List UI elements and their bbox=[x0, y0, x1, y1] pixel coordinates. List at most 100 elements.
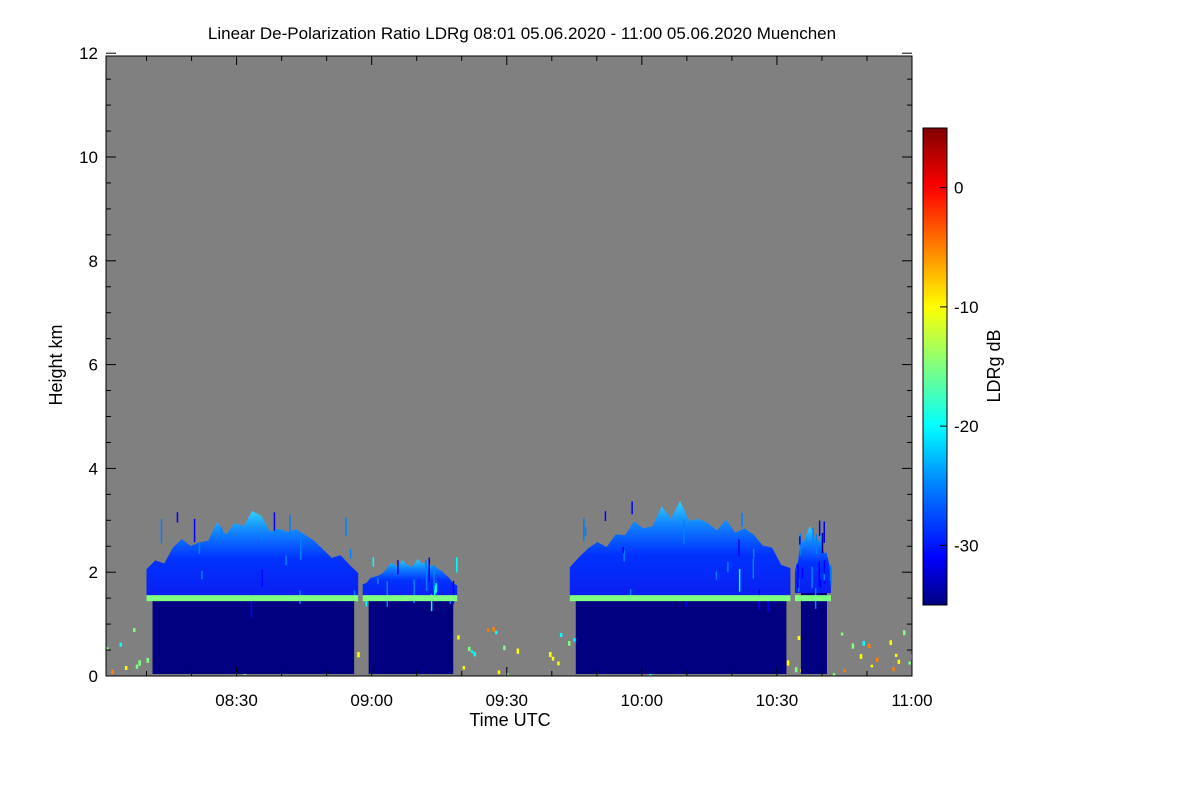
cloud-streak bbox=[456, 557, 458, 573]
boundary-layer-pixel bbox=[495, 630, 498, 635]
plot-frame bbox=[105, 55, 913, 677]
colorbar-tick-label: 0 bbox=[954, 179, 963, 198]
y-tick-label: 0 bbox=[89, 667, 98, 686]
y-tick-label: 12 bbox=[79, 44, 98, 63]
cloud-streak bbox=[261, 569, 264, 587]
cloud-streak bbox=[629, 589, 632, 599]
cloud-streak bbox=[372, 557, 375, 567]
cloud-streak bbox=[250, 594, 253, 618]
boundary-layer-pixel bbox=[468, 646, 471, 652]
cloud-streak bbox=[685, 595, 687, 608]
y-axis: 0 2 4 6 8 10 12 bbox=[79, 44, 912, 686]
boundary-layer-pixel bbox=[133, 628, 136, 632]
radar-data-layer bbox=[106, 501, 912, 676]
boundary-layer-pixel bbox=[897, 659, 901, 664]
cloud-streak bbox=[583, 517, 585, 542]
cloud-streak bbox=[425, 565, 428, 591]
boundary-layer-pixel bbox=[851, 643, 855, 649]
cloud-streak bbox=[631, 501, 633, 515]
boundary-layer-pixel bbox=[138, 660, 141, 666]
cloud-streak bbox=[584, 526, 587, 537]
x-tick-label: 10:30 bbox=[756, 691, 799, 710]
cloud-streak bbox=[386, 581, 389, 608]
cloud-streak bbox=[823, 559, 826, 584]
cloud-streak bbox=[741, 512, 743, 527]
cloud-streak bbox=[623, 550, 625, 562]
cloud-streak bbox=[397, 560, 399, 575]
boundary-layer-pixel bbox=[124, 666, 128, 670]
cloud-event bbox=[362, 557, 458, 674]
boundary-layer-pixel bbox=[559, 632, 563, 637]
cloud-streak bbox=[727, 561, 729, 573]
precipitation-column bbox=[800, 592, 827, 674]
cloud-streak bbox=[261, 531, 263, 541]
boundary-layer-pixel bbox=[859, 654, 863, 659]
colorbar bbox=[922, 127, 948, 606]
boundary-layer-pixel bbox=[875, 657, 879, 662]
boundary-layer-pixel bbox=[567, 641, 571, 646]
cloud-streak bbox=[622, 547, 624, 554]
x-tick-label: 09:30 bbox=[485, 691, 528, 710]
colorbar-axis: 0 -10 -20 -30 bbox=[940, 179, 979, 555]
cloud-body bbox=[794, 526, 831, 593]
boundary-layer-pixel bbox=[894, 653, 898, 657]
cloud-streak bbox=[812, 527, 814, 544]
chart-title: Linear De-Polarization Ratio LDRg 08:01 … bbox=[208, 24, 836, 43]
boundary-layer-pixel bbox=[503, 645, 506, 651]
cloud-streak bbox=[432, 565, 435, 575]
cloud-streak bbox=[752, 548, 755, 558]
boundary-layer-pixel bbox=[106, 647, 109, 651]
boundary-layer-pixel bbox=[470, 650, 474, 653]
colorbar-tick-label: -20 bbox=[954, 417, 979, 436]
boundary-layer-pixel bbox=[797, 635, 801, 641]
cloud-streak bbox=[818, 520, 821, 537]
boundary-layer-pixel bbox=[119, 642, 123, 647]
cloud-streak bbox=[818, 561, 820, 587]
melting-layer-band bbox=[569, 595, 791, 602]
boundary-layer-pixel bbox=[889, 640, 892, 646]
cloud-streak bbox=[198, 542, 201, 554]
cloud-streak bbox=[799, 536, 801, 545]
cloud-streak bbox=[433, 567, 435, 590]
y-tick-label: 2 bbox=[89, 563, 98, 582]
cloud-body bbox=[146, 511, 359, 599]
boundary-layer-pixel bbox=[840, 632, 844, 636]
y-tick-label: 10 bbox=[79, 148, 98, 167]
boundary-layer-pixel bbox=[497, 670, 501, 675]
cloud-streak bbox=[413, 579, 415, 604]
boundary-layer-pixel bbox=[573, 638, 576, 642]
colorbar-tick-label: -30 bbox=[954, 536, 979, 555]
cloud-streak bbox=[377, 577, 379, 585]
boundary-layer-pixel bbox=[908, 661, 911, 665]
cloud-streak bbox=[160, 518, 163, 544]
cloud-streak bbox=[752, 558, 755, 579]
boundary-layer-pixel bbox=[146, 657, 150, 663]
cloud-streak bbox=[715, 571, 718, 580]
cloud-streak bbox=[830, 567, 832, 586]
boundary-layer-pixel bbox=[867, 643, 871, 649]
cloud-streak bbox=[823, 521, 826, 543]
boundary-layer-pixel bbox=[551, 656, 555, 661]
melting-layer-band bbox=[362, 595, 458, 602]
cloud-event bbox=[794, 520, 832, 674]
boundary-layer-pixel bbox=[843, 669, 847, 673]
cloud-event bbox=[569, 501, 791, 674]
precipitation-column bbox=[152, 598, 355, 674]
precipitation-column bbox=[575, 598, 787, 674]
x-tick-label: 09:00 bbox=[350, 691, 393, 710]
boundary-layer-pixel bbox=[492, 626, 495, 632]
boundary-layer-pixel bbox=[832, 673, 836, 676]
cloud-streak bbox=[797, 564, 799, 589]
cloud-streak bbox=[285, 555, 287, 566]
cloud-streak bbox=[801, 567, 804, 579]
y-tick-label: 6 bbox=[89, 356, 98, 375]
boundary-layer-pixel bbox=[870, 664, 874, 668]
cloud-streak bbox=[738, 539, 740, 557]
boundary-layer-pixel bbox=[486, 628, 490, 632]
boundary-layer-pixel bbox=[357, 652, 360, 658]
boundary-layer-pixel bbox=[549, 651, 552, 658]
melting-layer-band bbox=[794, 595, 831, 602]
cloud-streak bbox=[193, 518, 196, 543]
colorbar-tick-label: -10 bbox=[954, 298, 979, 317]
boundary-layer-pixel bbox=[902, 630, 906, 636]
